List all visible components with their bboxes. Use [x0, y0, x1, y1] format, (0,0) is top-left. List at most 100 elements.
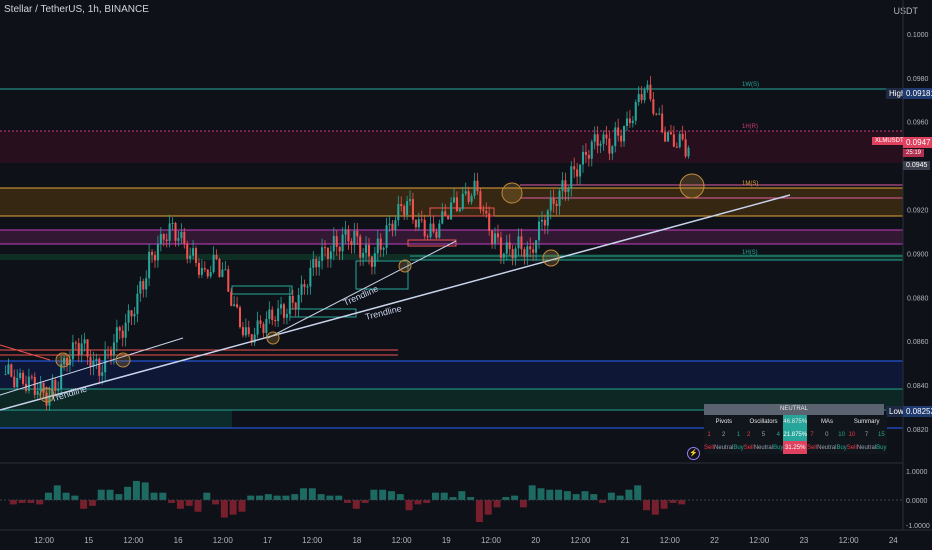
oscillator-bar [440, 492, 448, 500]
candle-body [488, 213, 491, 231]
time-tick: 12:00 [481, 536, 502, 545]
candle-body [397, 204, 400, 221]
candle-body [625, 118, 628, 127]
candle-body [19, 372, 22, 379]
candle-body [552, 197, 555, 204]
magenta-zone [0, 230, 903, 244]
candle-body [145, 278, 148, 290]
candle-body [643, 89, 646, 101]
candle-body [168, 223, 171, 241]
candle-body [499, 237, 502, 258]
candle-body [400, 204, 403, 207]
candle-body [576, 169, 579, 177]
time-tick: 17 [263, 536, 272, 545]
price-axis-ticks: 0.10000.09800.09600.09400.09200.09000.08… [907, 32, 929, 434]
oscillator-bar [607, 492, 615, 500]
oscillator-bar [335, 495, 343, 500]
oscillator-bar [370, 489, 378, 500]
low-label: Low [886, 406, 907, 417]
candle-body [148, 251, 151, 279]
candle-body [236, 304, 239, 308]
time-tick: 12:00 [392, 536, 413, 545]
price-tick: 0.0820 [907, 427, 929, 434]
candle-body [535, 240, 538, 253]
candle-body [406, 201, 409, 215]
candle-body [10, 364, 13, 377]
candle-body [385, 225, 388, 248]
candle-body [661, 113, 664, 133]
candle-body [218, 259, 221, 277]
candle-body [139, 281, 142, 294]
price-tick: 0.0960 [907, 120, 929, 127]
candle-body [212, 254, 215, 273]
time-tick: 23 [799, 536, 808, 545]
candle-body [341, 234, 344, 252]
candle-body [253, 334, 256, 343]
indicator-logo-icon[interactable]: ⚡ [687, 447, 700, 460]
oscillator-bar [36, 500, 44, 505]
candle-body [605, 134, 608, 139]
candle-body [171, 222, 174, 224]
candle-body [268, 309, 271, 319]
oscillator-bar [546, 489, 554, 500]
signal-cell: Neutral [856, 444, 877, 451]
candle-body [153, 255, 157, 261]
candle-body [579, 164, 582, 177]
candle-body [230, 291, 233, 306]
candle-body [77, 343, 80, 355]
candle-body [215, 254, 218, 260]
candle-body [130, 310, 133, 317]
oscillator-bar [643, 500, 651, 511]
candle-body [60, 364, 63, 389]
candle-body [614, 127, 617, 147]
candle-body [623, 126, 626, 142]
oscillator-bar [18, 500, 26, 503]
candle-body [162, 234, 165, 240]
prev-price: 0.0945 [903, 161, 931, 170]
candle-body [409, 199, 412, 202]
candle-body [104, 349, 107, 373]
price-tick: 0.1000 [907, 32, 929, 39]
time-tick: 18 [352, 536, 361, 545]
circle-1 [39, 387, 55, 403]
candle-body [98, 358, 101, 376]
oscillator-bar [150, 492, 158, 500]
time-tick: 12:00 [123, 536, 144, 545]
high-value: 0.09181 [903, 88, 932, 99]
candle-body [51, 379, 54, 396]
candle-body [687, 147, 690, 157]
candle-body [640, 94, 643, 101]
oscillator-bar [651, 500, 659, 515]
candle-body [344, 229, 347, 235]
resistance-zone-top [0, 131, 903, 163]
oscillator-bar [572, 494, 580, 500]
candle-body [646, 84, 649, 90]
trendline-short-1 [0, 337, 184, 396]
candle-body [177, 238, 180, 241]
candle-body [494, 233, 497, 244]
time-tick: 24 [889, 536, 898, 545]
candle-body [71, 342, 74, 360]
candles-group [4, 76, 690, 411]
candle-body [30, 376, 33, 378]
candle-body [593, 134, 596, 142]
candle-body [555, 203, 558, 206]
candle-body [200, 268, 203, 275]
oscillator-bar [62, 492, 70, 500]
candle-body [262, 323, 265, 333]
candle-body [312, 259, 315, 268]
candle-body [546, 210, 549, 226]
candle-body [16, 378, 19, 388]
candle-body [118, 327, 121, 331]
candle-body [350, 241, 353, 245]
count-cell: 15 [877, 431, 885, 438]
oscillator-bar [405, 500, 413, 511]
candle-body [438, 223, 441, 238]
candle-body [265, 318, 268, 333]
candle-body [356, 230, 359, 237]
count-cell: 1 [736, 431, 741, 438]
candle-body [675, 146, 678, 148]
candle-body [151, 251, 154, 256]
candle-body [455, 197, 458, 212]
